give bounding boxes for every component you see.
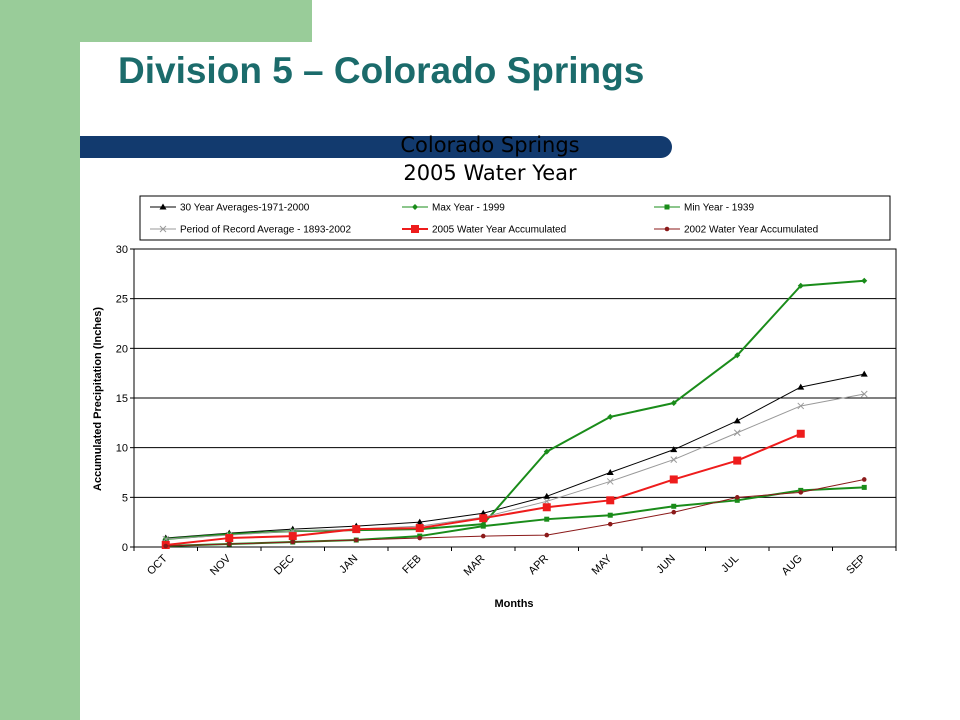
x-tick-label: MAY <box>590 552 615 577</box>
x-tick-label: JAN <box>337 553 360 576</box>
legend-label: Min Year - 1939 <box>684 203 754 214</box>
data-point <box>860 370 868 377</box>
x-tick-label: OCT <box>145 552 170 577</box>
data-point <box>544 532 550 538</box>
data-point <box>733 429 741 437</box>
data-point <box>796 429 805 438</box>
y-tick-label: 0 <box>122 542 128 554</box>
data-point <box>733 417 741 424</box>
series-line-0 <box>165 373 865 539</box>
x-axis-title: Months <box>494 598 533 610</box>
y-tick-label: 30 <box>116 244 128 256</box>
x-tick-label: JUL <box>719 553 741 575</box>
legend-label: Period of Record Average - 1893-2002 <box>180 225 351 236</box>
legend-swatch-marker <box>159 225 167 233</box>
legend-swatch-marker <box>664 204 670 210</box>
y-axis-title: Accumulated Precipitation (Inches) <box>92 307 104 491</box>
data-point <box>352 525 361 534</box>
plot-area: 0 5 10 15 20 25 30 OCT NOV DEC JAN FEB MAR APR MAY JUN J… <box>116 244 897 579</box>
data-point <box>669 475 678 484</box>
data-point <box>543 492 551 499</box>
y-tick-label: 20 <box>116 343 128 355</box>
y-tick-label: 5 <box>122 492 128 504</box>
x-tick-label: FEB <box>400 553 424 577</box>
y-tick-label: 15 <box>116 393 128 405</box>
data-point <box>225 534 234 543</box>
data-point <box>734 352 741 359</box>
data-point <box>290 539 296 545</box>
series-line-3 <box>165 393 865 540</box>
y-tick-label: 25 <box>116 294 128 306</box>
data-point <box>797 402 805 410</box>
data-point <box>734 497 740 503</box>
data-point <box>733 456 742 465</box>
data-point <box>544 516 550 522</box>
x-tick-label: SEP <box>844 553 868 577</box>
data-point <box>861 484 867 490</box>
data-point <box>543 448 550 455</box>
legend-label: 2005 Water Year Accumulated <box>432 225 566 236</box>
x-tick-label: DEC <box>272 553 297 578</box>
data-point <box>479 514 488 523</box>
data-point <box>417 535 423 541</box>
legend-box <box>139 195 891 241</box>
data-point <box>607 521 613 527</box>
data-point <box>606 496 615 505</box>
chart-title-banner <box>80 136 672 158</box>
data-point <box>671 509 677 515</box>
top-accent-bar <box>80 0 312 42</box>
data-point <box>415 524 424 533</box>
left-accent-bar <box>0 0 80 720</box>
data-point <box>734 495 740 500</box>
data-point <box>416 518 424 525</box>
legend-label: Max Year - 1999 <box>432 203 505 214</box>
x-tick-label: JUN <box>654 553 678 577</box>
data-point <box>226 541 232 547</box>
chart-title: Colorado Springs <box>400 133 580 157</box>
data-point <box>607 413 614 420</box>
legend-swatch-marker <box>159 203 167 210</box>
data-point <box>606 469 614 475</box>
data-point <box>797 282 804 289</box>
data-point <box>670 456 678 463</box>
data-point <box>288 532 297 541</box>
data-point <box>670 399 677 406</box>
data-point <box>670 446 678 453</box>
data-point <box>480 533 486 539</box>
data-point <box>542 503 551 512</box>
data-point <box>353 537 359 543</box>
series-line-5 <box>165 478 865 547</box>
legend-label: 30 Year Averages-1971-2000 <box>180 203 310 214</box>
legend-label: 2002 Water Year Accumulated <box>684 225 818 236</box>
x-tick-label: APR <box>526 553 551 578</box>
slide-title: Division 5 – Colorado Springs <box>118 50 645 91</box>
y-tick-label: 10 <box>116 443 128 455</box>
data-point <box>607 512 613 518</box>
data-point <box>860 390 868 398</box>
x-tick-label: NOV <box>208 552 234 578</box>
chart-subtitle: 2005 Water Year <box>403 161 577 185</box>
data-point <box>798 490 804 495</box>
data-point <box>797 383 805 390</box>
legend-swatch-marker <box>411 225 419 233</box>
data-point <box>861 477 867 482</box>
legend: 30 Year Averages-1971-2000 Max Year - 199… <box>139 195 891 241</box>
legend-swatch-marker <box>412 204 418 210</box>
data-point <box>861 277 868 284</box>
data-point <box>606 478 614 485</box>
data-point <box>480 523 486 529</box>
data-point <box>163 543 169 549</box>
x-tick-label: MAR <box>462 553 488 579</box>
legend-swatch-marker <box>664 226 670 232</box>
data-point <box>671 503 677 509</box>
x-tick-label: AUG <box>780 553 805 578</box>
